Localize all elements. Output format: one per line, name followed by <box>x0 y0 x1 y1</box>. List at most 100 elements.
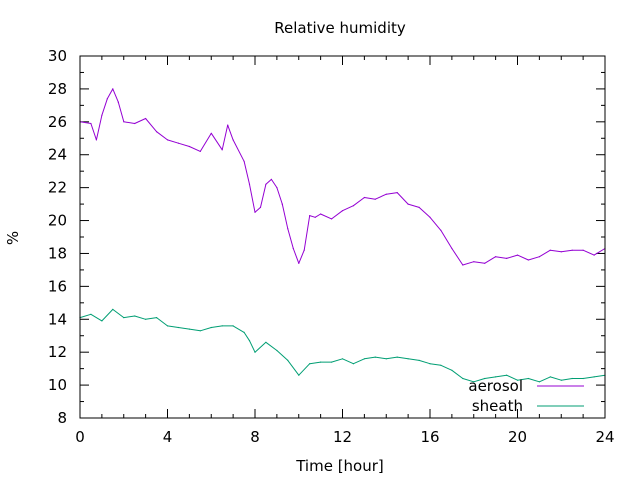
y-tick-label: 18 <box>48 244 67 262</box>
data-point-sheath <box>473 381 475 383</box>
x-tick-label: 4 <box>163 428 173 446</box>
data-point-sheath <box>396 356 398 358</box>
data-point-aerosol <box>101 114 103 116</box>
data-point-aerosol <box>287 228 289 230</box>
data-point-aerosol <box>593 254 595 256</box>
data-point-sheath <box>320 361 322 363</box>
data-point-aerosol <box>506 257 508 259</box>
data-point-aerosol <box>331 218 333 220</box>
data-point-sheath <box>593 376 595 378</box>
data-point-aerosol <box>484 262 486 264</box>
data-point-sheath <box>90 313 92 315</box>
data-point-aerosol <box>516 254 519 256</box>
data-point-aerosol <box>314 216 316 218</box>
data-point-aerosol <box>303 249 305 251</box>
data-point-aerosol <box>232 139 234 141</box>
data-point-aerosol <box>374 198 376 200</box>
plot-frame <box>79 55 606 419</box>
data-point-sheath <box>177 326 179 329</box>
axis-ticks: 8 10 12 14 16 18 20 22 24 26 28 30 0 4 8 12 16 20 24 <box>48 47 615 446</box>
x-tick-label: 16 <box>420 428 439 446</box>
data-point-aerosol <box>123 121 125 123</box>
data-point-sheath <box>582 377 584 380</box>
data-point-aerosol <box>292 247 294 250</box>
legend-label-aerosol: aerosol <box>468 377 523 395</box>
data-point-sheath <box>298 374 300 376</box>
data-point-sheath <box>363 358 365 360</box>
data-point-aerosol <box>298 262 300 264</box>
data-point-sheath <box>112 308 114 310</box>
data-point-aerosol <box>227 124 229 126</box>
data-point-sheath <box>248 340 251 342</box>
legend: aerosol sheath <box>468 377 584 415</box>
data-point-aerosol <box>145 117 147 120</box>
data-point-aerosol <box>210 132 212 134</box>
data-point-aerosol <box>281 203 283 205</box>
data-point-sheath <box>287 359 289 361</box>
data-point-aerosol <box>106 98 108 100</box>
data-point-aerosol <box>276 187 278 189</box>
data-point-aerosol <box>221 149 223 151</box>
data-point-aerosol <box>166 139 169 141</box>
data-point-sheath <box>374 356 376 358</box>
data-point-sheath <box>134 315 136 317</box>
data-point-aerosol <box>90 122 92 125</box>
data-point-sheath <box>166 325 169 327</box>
data-point-aerosol <box>320 213 322 215</box>
data-point-sheath <box>407 358 409 360</box>
data-point-aerosol <box>352 205 354 207</box>
data-point-sheath <box>156 317 158 319</box>
x-tick-label: 8 <box>250 428 260 446</box>
data-point-sheath <box>254 351 256 353</box>
data-point-sheath <box>549 376 551 378</box>
data-point-aerosol <box>341 210 344 212</box>
data-point-sheath <box>123 317 125 319</box>
data-point-aerosol <box>248 183 251 185</box>
data-point-aerosol <box>265 183 267 185</box>
data-point-aerosol <box>385 193 387 195</box>
y-axis-label: % <box>4 231 22 245</box>
y-tick-label: 16 <box>48 277 67 295</box>
data-point-aerosol <box>418 206 420 208</box>
y-tick-label: 12 <box>48 343 67 361</box>
data-point-aerosol <box>254 211 256 213</box>
data-point-aerosol <box>571 249 573 251</box>
x-tick-label: 0 <box>75 428 85 446</box>
series-sheath <box>79 308 606 383</box>
data-point-aerosol <box>134 122 136 125</box>
data-point-aerosol <box>95 139 97 141</box>
data-point-sheath <box>495 376 497 378</box>
y-tick-label: 26 <box>48 113 67 131</box>
data-point-sheath <box>221 325 223 327</box>
data-point-sheath <box>232 325 234 327</box>
data-point-sheath <box>331 361 333 363</box>
data-point-sheath <box>429 363 431 365</box>
series-line-aerosol <box>79 88 606 266</box>
data-point-aerosol <box>473 261 475 263</box>
x-tick-label: 20 <box>508 428 527 446</box>
x-tick-label: 12 <box>333 428 352 446</box>
data-point-sheath <box>352 363 354 365</box>
data-point-aerosol <box>243 160 245 162</box>
chart-title: Relative humidity <box>274 19 406 37</box>
series-aerosol <box>79 88 606 266</box>
data-point-sheath <box>199 330 201 332</box>
data-point-aerosol <box>407 203 409 205</box>
legend-label-sheath: sheath <box>472 397 523 415</box>
data-point-aerosol <box>259 206 262 208</box>
y-tick-label: 30 <box>48 47 67 65</box>
data-point-aerosol <box>582 249 584 251</box>
data-point-sheath <box>484 377 486 380</box>
data-point-aerosol <box>396 192 398 194</box>
data-point-aerosol <box>495 256 497 258</box>
data-point-sheath <box>145 318 147 320</box>
data-point-sheath <box>451 369 453 371</box>
data-point-sheath <box>462 377 464 380</box>
y-tick-label: 8 <box>57 409 67 427</box>
data-point-sheath <box>276 349 278 352</box>
data-point-aerosol <box>429 216 431 218</box>
data-point-aerosol <box>199 150 201 152</box>
data-point-sheath <box>265 341 267 343</box>
data-point-aerosol <box>451 247 453 250</box>
